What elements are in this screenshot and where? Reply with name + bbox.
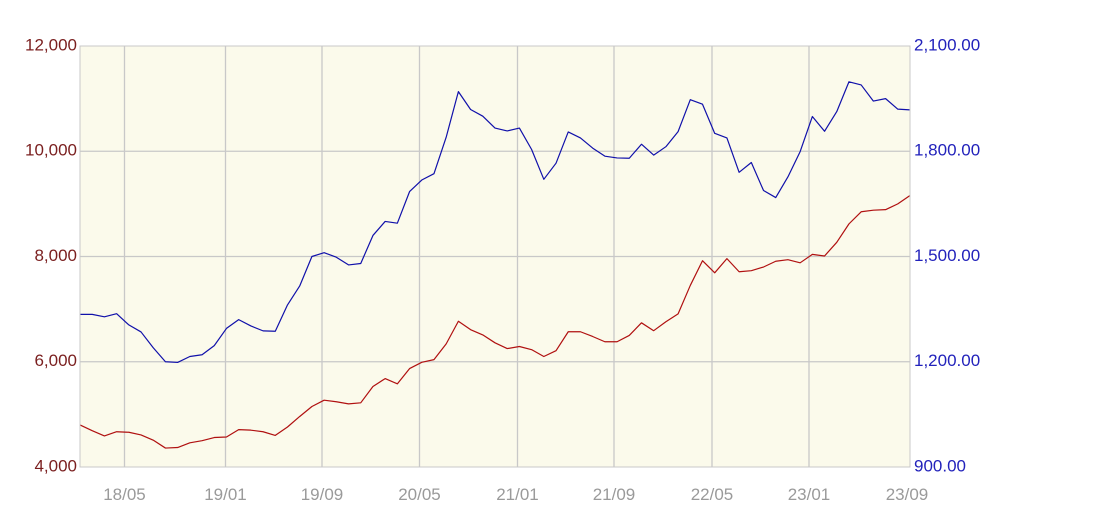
x-axis-tick-label: 22/05 [691, 485, 734, 504]
x-axis-tick-label: 19/09 [301, 485, 344, 504]
left-axis-tick-label: 4,000 [34, 456, 77, 475]
right-axis-series-line [80, 81, 911, 364]
x-axis-tick-label: 21/09 [593, 485, 636, 504]
x-axis: 18/05 19/01 19/09 20/05 21/01 21/09 22/05 23/01… [103, 485, 928, 504]
series-layer [79, 81, 911, 449]
left-axis-series-line [79, 194, 911, 449]
right-axis-tick-label: 1,200.00 [914, 351, 980, 370]
x-axis-tick-label: 19/01 [204, 485, 247, 504]
x-axis-tick-label: 18/05 [103, 485, 146, 504]
left-axis-tick-label: 10,000 [25, 141, 77, 160]
x-axis-tick-label: 23/01 [788, 485, 831, 504]
left-axis: 4,000 6,000 8,000 10,000 12,000 [25, 35, 77, 475]
right-axis-tick-label: 1,500.00 [914, 246, 980, 265]
x-axis-tick-label: 20/05 [398, 485, 441, 504]
right-axis-tick-label: 900.00 [914, 456, 966, 475]
right-axis-tick-label: 2,100.00 [914, 35, 980, 54]
left-axis-tick-label: 6,000 [34, 351, 77, 370]
x-axis-tick-label: 21/01 [496, 485, 539, 504]
right-axis-tick-label: 1,800.00 [914, 141, 980, 160]
left-axis-tick-label: 8,000 [34, 246, 77, 265]
right-axis: 900.00 1,200.00 1,500.00 1,800.00 2,100.00 [914, 35, 980, 475]
x-axis-tick-label: 23/09 [886, 485, 929, 504]
left-axis-tick-label: 12,000 [25, 35, 77, 54]
plot-border [79, 45, 911, 468]
